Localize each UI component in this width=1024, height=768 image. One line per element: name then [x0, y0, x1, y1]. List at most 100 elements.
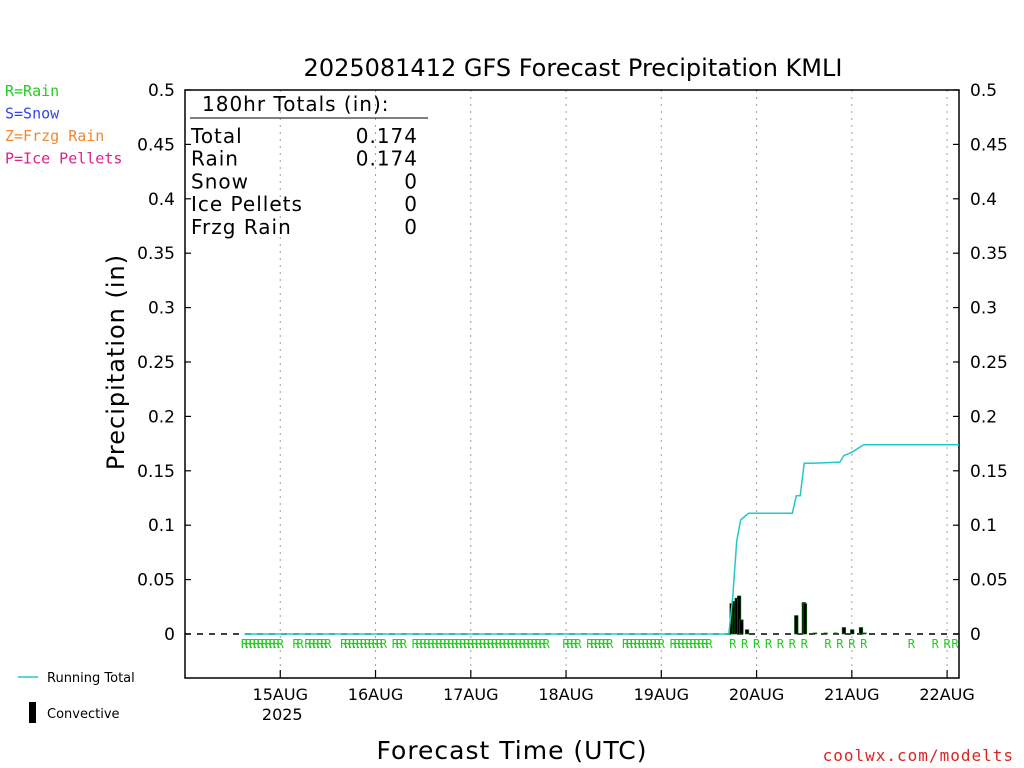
- ptype-marker: R: [908, 637, 916, 651]
- y-tick-label-left: 0.5: [148, 81, 175, 101]
- y-tick-label-left: 0.4: [148, 190, 175, 210]
- ptype-marker: R: [860, 637, 868, 651]
- ptype-marker: R: [729, 637, 737, 651]
- x-tick-label: 17AUG: [443, 685, 498, 704]
- y-tick-label-left: 0: [164, 625, 175, 645]
- ptype-marker: R: [515, 637, 523, 651]
- y-tick-label-right: 0.4: [970, 190, 997, 210]
- x-tick-label: 19AUG: [634, 685, 689, 704]
- ptype-marker: R: [638, 637, 646, 651]
- ptype-marker: R: [503, 637, 511, 651]
- ptype-marker: R: [765, 637, 773, 651]
- ptype-marker: R: [316, 637, 324, 651]
- ptype-marker: R: [594, 637, 602, 651]
- ptype-marker: R: [455, 637, 463, 651]
- ptype-marker: R: [626, 637, 634, 651]
- ptype-legend-item: Z=Frzg Rain: [5, 127, 104, 145]
- y-tick-label-right: 0: [970, 625, 981, 645]
- y-tick-label-right: 0.15: [970, 462, 1008, 482]
- ptype-marker: R: [463, 637, 471, 651]
- ptype-marker: R: [360, 637, 368, 651]
- ptype-legend-item: P=Ice Pellets: [5, 150, 122, 168]
- ptype-legend-item: S=Snow: [5, 105, 60, 123]
- precip-bar: [833, 632, 838, 635]
- legend-convective: Convective: [29, 702, 120, 723]
- ptype-marker: R: [293, 637, 301, 651]
- ptype-marker: R: [296, 637, 304, 651]
- ptype-marker: R: [531, 637, 539, 651]
- ptype-marker: R: [646, 637, 654, 651]
- ptype-legend: R=Rain S=Snow Z=Frzg Rain P=Ice Pellets: [5, 82, 122, 168]
- ptype-marker: R: [741, 637, 749, 651]
- ptype-marker: R: [634, 637, 642, 651]
- ptype-marker: R: [511, 637, 519, 651]
- ptype-marker: R: [447, 637, 455, 651]
- ptype-marker: R: [416, 637, 424, 651]
- ptype-marker: R: [324, 637, 332, 651]
- x-tick-label: 16AUG: [348, 685, 403, 704]
- ptype-marker: R: [245, 637, 253, 651]
- ptype-marker: R: [602, 637, 610, 651]
- legend-running-total: Running Total: [18, 671, 135, 686]
- ptype-marker: R: [376, 637, 384, 651]
- ptype-marker: R: [356, 637, 364, 651]
- ptype-marker: R: [392, 637, 400, 651]
- ptype-marker: R: [265, 637, 273, 651]
- totals-value: 0.174: [356, 147, 418, 171]
- ptype-marker: R: [777, 637, 785, 651]
- ptype-marker: R: [670, 637, 678, 651]
- ptype-marker: R: [951, 637, 959, 651]
- ptype-marker: R: [562, 637, 570, 651]
- ptype-marker: R: [598, 637, 606, 651]
- x-tick-label: 15AUG: [253, 685, 308, 704]
- ptype-legend-item: R=Rain: [5, 82, 59, 100]
- ptype-marker: R: [499, 637, 507, 651]
- ptype-marker: R: [352, 637, 360, 651]
- ptype-marker: R: [523, 637, 531, 651]
- precip-bars: [729, 595, 867, 635]
- ptype-marker: R: [693, 637, 701, 651]
- ptype-marker: R: [658, 637, 666, 651]
- ptype-marker: R: [527, 637, 535, 651]
- plot-area: [184, 89, 960, 679]
- ptype-marker: R: [519, 637, 527, 651]
- totals-value: 0.174: [356, 124, 418, 148]
- ptype-marker: R: [487, 637, 495, 651]
- totals-label: Total: [190, 124, 243, 148]
- ptype-marker: R: [682, 637, 690, 651]
- ptype-marker: R: [801, 637, 809, 651]
- precip-bar: [862, 632, 867, 635]
- ptype-marker: R: [678, 637, 686, 651]
- y-tick-label-left: 0.05: [137, 571, 175, 591]
- totals-value: 0: [404, 215, 418, 239]
- ptype-marker: R: [475, 637, 483, 651]
- x-tick-label: 21AUG: [824, 685, 879, 704]
- ptype-marker: R: [483, 637, 491, 651]
- precip-bar: [823, 632, 828, 635]
- ptype-marker: R: [674, 637, 682, 651]
- ptype-marker: R: [570, 637, 578, 651]
- y-tick-label-left: 0.15: [137, 462, 175, 482]
- ptype-marker: R: [348, 637, 356, 651]
- totals-label: Snow: [191, 169, 249, 193]
- precip-bar: [739, 619, 744, 635]
- chart-title: 2025081412 GFS Forecast Precipitation KM…: [304, 54, 843, 82]
- ptype-marker: R: [689, 637, 697, 651]
- ptype-marker: R: [320, 637, 328, 651]
- ptype-marker: R: [412, 637, 420, 651]
- chart-gridlines: [279, 90, 948, 678]
- ptype-marker: R: [705, 637, 713, 651]
- ptype-marker: R: [364, 637, 372, 651]
- ptype-marker: R: [685, 637, 693, 651]
- precip-bar: [850, 629, 855, 635]
- totals-label: Rain: [191, 147, 239, 171]
- ptype-marker: R: [344, 637, 352, 651]
- y-axis-label: Precipitation (in): [102, 254, 130, 470]
- ptype-marker: R: [431, 637, 439, 651]
- y-tick-label-left: 0.35: [137, 244, 175, 264]
- ptype-marker: R: [654, 637, 662, 651]
- y-tick-label-right: 0.35: [970, 244, 1008, 264]
- ptype-marker: R: [269, 637, 277, 651]
